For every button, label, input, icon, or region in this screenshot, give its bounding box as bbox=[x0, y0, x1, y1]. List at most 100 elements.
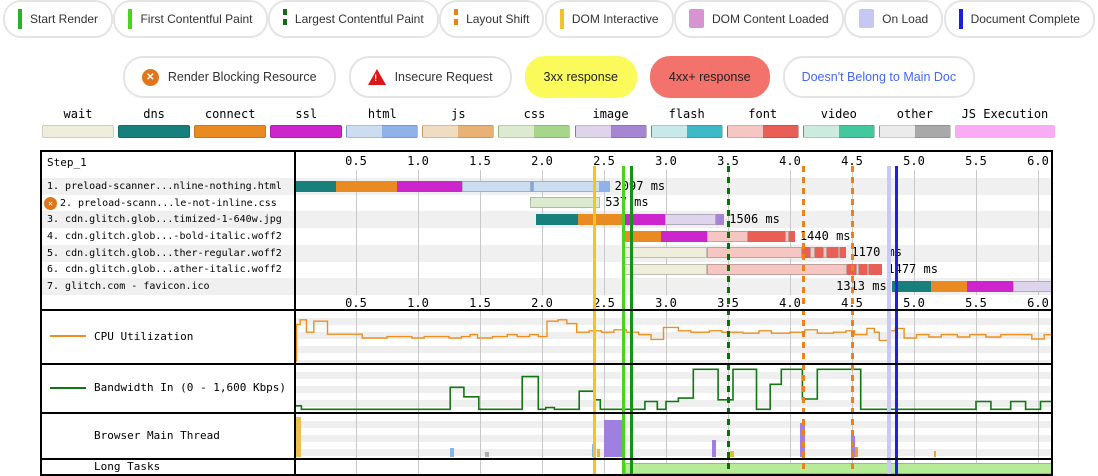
gridline bbox=[604, 311, 605, 474]
gridline bbox=[480, 311, 481, 474]
flag-label: Render Blocking Resource bbox=[167, 70, 317, 84]
resource-flash: flash bbox=[650, 107, 723, 138]
document-complete-line bbox=[894, 166, 898, 474]
duration-label: 1506 ms bbox=[729, 211, 780, 226]
segment-connect bbox=[336, 180, 397, 192]
axis-tick-label: 1.5 bbox=[469, 154, 491, 168]
segment-fontD bbox=[747, 230, 786, 242]
section-background bbox=[296, 365, 1051, 412]
segment-imgL bbox=[664, 213, 716, 225]
axis-tick-label: 1.5 bbox=[469, 296, 491, 310]
legend-label: DOM Content Loaded bbox=[711, 11, 829, 26]
axis-tick-label: 5.5 bbox=[965, 296, 987, 310]
resource-image: image bbox=[574, 107, 647, 138]
resource-type-legend: wait dns connect ssl html js css image flash font… bbox=[42, 107, 1055, 145]
largest-contentful-paint-line bbox=[726, 166, 730, 474]
main-thread-activity bbox=[933, 451, 937, 457]
request-url: 5. cdn.glitch.glob...ther-regular.woff2 bbox=[47, 247, 282, 259]
gridline bbox=[418, 170, 419, 295]
resource-dns: dns bbox=[118, 107, 191, 138]
resource-wait-swatch bbox=[42, 125, 114, 138]
axis-tick-label: 4.5 bbox=[841, 154, 863, 168]
on-load-marker-icon bbox=[859, 9, 875, 28]
label-chart-divider bbox=[294, 152, 296, 474]
step-label: Step_1 bbox=[47, 156, 87, 169]
request-row-label[interactable]: 4. cdn.glitch.glob...-bold-italic.woff2 bbox=[42, 228, 297, 245]
resource-connect: connect bbox=[194, 107, 267, 138]
axis-tick-label: 4.0 bbox=[779, 154, 801, 168]
request-row-label[interactable]: ✕ 2. preload-scann...le-not-inline.css bbox=[42, 195, 292, 212]
layout-shift-marker-icon bbox=[454, 8, 459, 29]
gridline bbox=[914, 311, 915, 474]
legend-label: Layout Shift bbox=[466, 11, 530, 26]
request-row-label[interactable]: 3. cdn.glitch.glob...timized-1-640w.jpg bbox=[42, 211, 297, 228]
flag-4xx-response: 4xx+ response bbox=[649, 56, 770, 98]
segment-htmlL bbox=[533, 180, 600, 192]
axis-tick-label: 2.0 bbox=[531, 154, 553, 168]
largest-contentful-paint-marker-icon bbox=[282, 8, 287, 29]
request-row-label[interactable]: 6. cdn.glitch.glob...ather-italic.woff2 bbox=[42, 262, 297, 279]
section-border bbox=[42, 309, 1051, 311]
dom-interactive-line bbox=[592, 166, 596, 474]
resource-other-swatch bbox=[878, 125, 951, 138]
gridline bbox=[914, 170, 915, 295]
main-thread-activity bbox=[855, 446, 858, 457]
resource-label: html bbox=[367, 107, 397, 121]
request-row-label[interactable]: 1. preload-scanner...nline-nothing.html bbox=[42, 178, 297, 195]
segment-ssl bbox=[967, 280, 1014, 292]
request-row-label[interactable]: 5. cdn.glitch.glob...ther-regular.woff2 bbox=[42, 245, 297, 262]
long-tasks-label: Long Tasks bbox=[94, 459, 161, 473]
axis-tick-label: 3.5 bbox=[717, 154, 739, 168]
gridline bbox=[542, 170, 543, 295]
segment-fontD bbox=[859, 264, 867, 276]
segment-ssl bbox=[661, 230, 707, 242]
resource-css: css bbox=[498, 107, 571, 138]
segment-connect bbox=[931, 280, 968, 292]
resource-html-swatch bbox=[346, 125, 419, 138]
resource-font: font bbox=[726, 107, 799, 138]
resource-js: js bbox=[422, 107, 495, 138]
bandwidth-label: Bandwidth In (0 - 1,600 Kbps) bbox=[94, 381, 287, 394]
segment-htmlL bbox=[462, 180, 532, 192]
segment-fontD bbox=[826, 247, 838, 259]
section-border bbox=[42, 363, 1051, 365]
resource-label: connect bbox=[204, 107, 256, 121]
gridline bbox=[480, 170, 481, 295]
request-url: 1. preload-scanner...nline-nothing.html bbox=[47, 180, 282, 192]
axis-tick-label: 1.0 bbox=[407, 296, 429, 310]
segment-fontD bbox=[840, 247, 847, 259]
segment-htmlDiv bbox=[531, 180, 534, 192]
waterfall-chart-area[interactable]: 0.50.51.01.01.51.52.02.02.52.53.03.03.53… bbox=[296, 152, 1051, 474]
gridline bbox=[356, 311, 357, 474]
render-blocking-icon: ✕ bbox=[141, 68, 159, 86]
segment-fontL bbox=[822, 247, 827, 259]
request-row-label[interactable]: 7. glitch.com - favicon.ico bbox=[42, 278, 297, 295]
resource-html: html bbox=[346, 107, 419, 138]
main-thread-activity bbox=[484, 451, 489, 457]
resource-ssl-swatch bbox=[270, 125, 343, 138]
axis-tick-label: 1.0 bbox=[407, 154, 429, 168]
flag-doesn-t-belong-to-main-doc[interactable]: Doesn't Belong to Main Doc bbox=[782, 56, 976, 98]
gridline bbox=[666, 170, 667, 295]
render-blocking-icon: ✕ bbox=[44, 196, 57, 210]
resource-label: font bbox=[748, 107, 778, 121]
request-url: 7. glitch.com - favicon.ico bbox=[47, 281, 210, 293]
resource-label: ssl bbox=[295, 107, 318, 121]
cpu-utilization-row-label: CPU Utilization bbox=[42, 309, 294, 363]
segment-fontD bbox=[869, 264, 883, 276]
section-background bbox=[296, 414, 1051, 458]
axis-tick-label: 3.0 bbox=[655, 154, 677, 168]
main-thread-activity bbox=[296, 417, 302, 457]
cpu-utilization-line bbox=[296, 319, 1051, 362]
resource-video-swatch bbox=[802, 125, 875, 138]
segment-fontL bbox=[855, 264, 860, 276]
flag-legend: ✕ Render Blocking Resource! Insecure Reque… bbox=[0, 56, 1098, 98]
main-thread-activity bbox=[711, 440, 716, 457]
axis-tick-label: 2.5 bbox=[593, 154, 615, 168]
legend-label: Document Complete bbox=[970, 11, 1080, 26]
resource-label: flash bbox=[668, 107, 705, 121]
gridline bbox=[790, 311, 791, 474]
resource-js-swatch bbox=[422, 125, 495, 138]
flag-label: 3xx response bbox=[543, 70, 618, 84]
resource-label: dns bbox=[143, 107, 165, 121]
